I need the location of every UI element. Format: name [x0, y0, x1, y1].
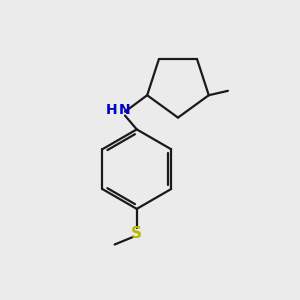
- Text: S: S: [131, 226, 142, 241]
- Text: N: N: [119, 103, 131, 117]
- Text: H: H: [106, 103, 118, 117]
